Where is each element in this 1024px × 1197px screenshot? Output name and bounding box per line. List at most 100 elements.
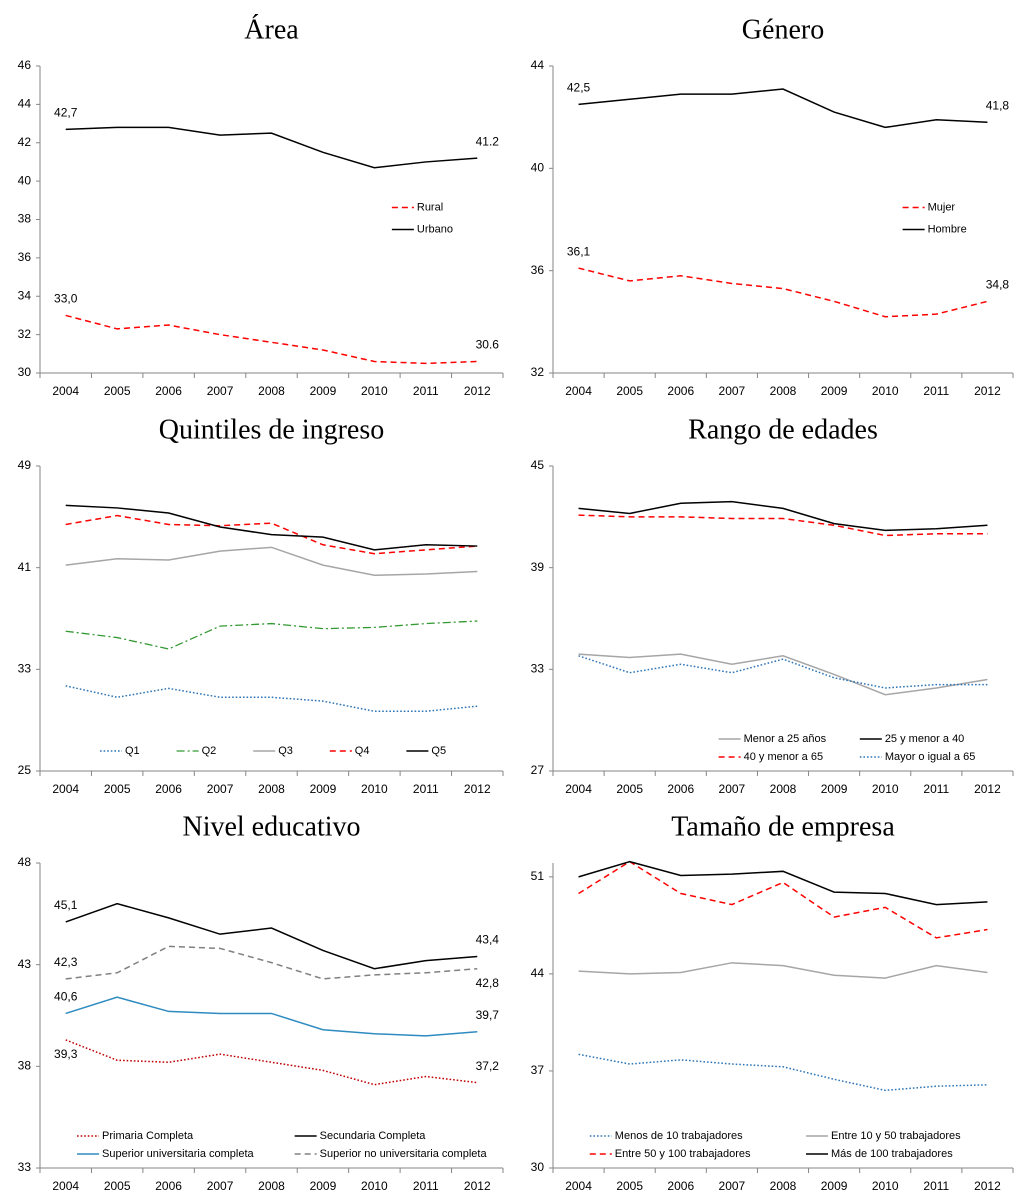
legend-label: Superior universitaria completa (102, 1148, 255, 1160)
y-tick-label: 48 (18, 855, 32, 869)
y-tick-label: 49 (18, 458, 32, 472)
value-label: 34,8 (986, 278, 1010, 292)
x-tick-label: 2010 (361, 1179, 388, 1193)
legend-label: 40 y menor a 65 (744, 751, 824, 763)
legend-label: Más de 100 trabajadores (831, 1148, 953, 1160)
legend-label: Rural (417, 201, 443, 213)
series-line (65, 996, 478, 1037)
y-tick-label: 46 (18, 58, 32, 72)
y-tick-label: 32 (531, 365, 545, 379)
series-line (578, 88, 988, 129)
series-line (65, 314, 478, 365)
series-line (578, 860, 988, 939)
y-tick-label: 33 (18, 1160, 32, 1174)
y-tick-label: 44 (531, 58, 545, 72)
value-label: 42,3 (54, 955, 78, 969)
x-tick-label: 2011 (413, 384, 439, 398)
value-label: 33,0 (54, 292, 78, 306)
x-tick-label: 2006 (155, 1179, 182, 1193)
legend-label: Urbano (417, 223, 453, 235)
y-tick-label: 33 (531, 662, 545, 676)
x-tick-label: 2005 (104, 782, 131, 796)
x-tick-label: 2012 (974, 1179, 1001, 1193)
x-tick-label: 2005 (616, 782, 643, 796)
x-tick-label: 2011 (923, 782, 949, 796)
series-line (578, 1053, 988, 1092)
x-tick-label: 2011 (923, 384, 949, 398)
y-tick-label: 38 (18, 1059, 32, 1073)
x-tick-label: 2008 (258, 782, 285, 796)
x-tick-label: 2010 (361, 384, 388, 398)
x-tick-label: 2008 (770, 384, 797, 398)
x-tick-label: 2005 (104, 384, 131, 398)
x-tick-label: 2005 (104, 1179, 131, 1193)
chart-title: Género (742, 14, 824, 45)
legend-label: Q2 (202, 745, 217, 757)
x-tick-label: 2004 (565, 1179, 592, 1193)
legend-label: Q4 (355, 745, 370, 757)
legend-label: Hombre (928, 223, 967, 235)
y-tick-label: 43 (18, 957, 32, 971)
series-line (65, 126, 478, 169)
x-tick-label: 2007 (719, 1179, 746, 1193)
x-tick-label: 2007 (207, 782, 234, 796)
value-label: 41,8 (986, 98, 1010, 112)
x-tick-label: 2004 (565, 782, 592, 796)
x-tick-label: 2007 (719, 782, 746, 796)
legend-label: Q1 (125, 745, 140, 757)
value-label: 30.6 (476, 338, 500, 352)
y-tick-label: 38 (18, 212, 32, 226)
value-label: 43,4 (476, 933, 500, 947)
y-tick-label: 41 (18, 560, 32, 574)
legend-label: Mayor o igual a 65 (885, 751, 976, 763)
x-tick-label: 2008 (258, 1179, 285, 1193)
value-label: 39,7 (476, 1008, 500, 1022)
x-tick-label: 2008 (770, 1179, 797, 1193)
y-tick-label: 30 (18, 365, 32, 379)
x-tick-label: 2006 (667, 782, 694, 796)
series-line (578, 962, 988, 979)
y-tick-label: 40 (18, 173, 32, 187)
x-tick-label: 2006 (155, 384, 182, 398)
x-tick-label: 2010 (361, 782, 388, 796)
x-tick-label: 2010 (872, 384, 899, 398)
x-tick-label: 2012 (464, 782, 491, 796)
x-tick-label: 2012 (464, 384, 491, 398)
value-label: 37,2 (476, 1059, 500, 1073)
x-tick-label: 2004 (565, 384, 592, 398)
x-tick-label: 2007 (207, 384, 234, 398)
y-tick-label: 44 (531, 966, 545, 980)
chart-title: Área (244, 14, 299, 45)
series-line (65, 546, 478, 577)
value-label: 39,3 (54, 1047, 78, 1061)
x-tick-label: 2012 (464, 1179, 491, 1193)
x-tick-label: 2011 (923, 1179, 949, 1193)
x-tick-label: 2006 (667, 384, 694, 398)
chart-title: Nivel educativo (182, 811, 360, 842)
series-line (578, 267, 988, 318)
x-tick-label: 2004 (52, 384, 79, 398)
legend-label: Entre 10 y 50 trabajadores (831, 1130, 961, 1142)
x-tick-label: 2012 (974, 782, 1001, 796)
x-tick-label: 2009 (821, 1179, 848, 1193)
y-tick-label: 51 (531, 869, 545, 883)
x-tick-label: 2009 (310, 1179, 337, 1193)
value-label: 42,7 (54, 105, 78, 119)
series-line (65, 902, 478, 970)
y-tick-label: 37 (531, 1063, 545, 1077)
value-label: 41.2 (476, 134, 500, 148)
x-tick-label: 2007 (207, 1179, 234, 1193)
series-line (65, 685, 478, 713)
series-line (65, 620, 478, 650)
y-tick-label: 39 (531, 560, 545, 574)
x-tick-label: 2005 (616, 384, 643, 398)
y-tick-label: 33 (18, 662, 32, 676)
value-label: 36,1 (567, 244, 591, 258)
legend-label: Menor a 25 años (744, 733, 827, 745)
chart-title: Rango de edades (688, 414, 878, 445)
series-line (65, 504, 478, 551)
series-line (578, 860, 988, 906)
legend-label: Primaria Completa (102, 1130, 194, 1142)
